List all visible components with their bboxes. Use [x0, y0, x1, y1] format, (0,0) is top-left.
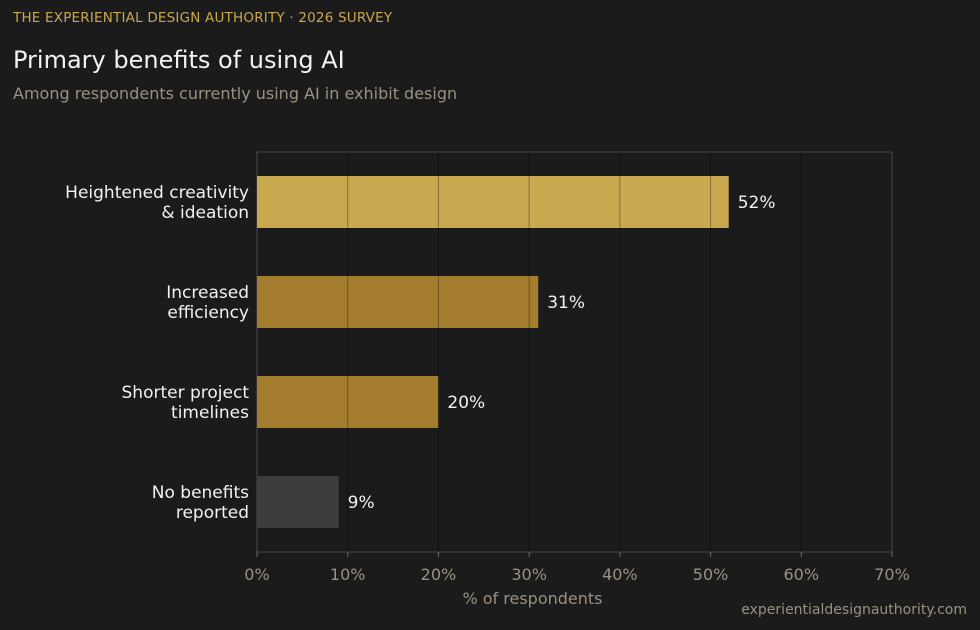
bar-0: [257, 176, 729, 228]
survey-kicker: THE EXPERIENTIAL DESIGN AUTHORITY · 2026…: [13, 10, 393, 26]
category-label-1: Increased efficiency: [166, 283, 249, 323]
x-tick-label-5: 50%: [693, 565, 729, 584]
bar-2: [257, 376, 439, 428]
x-tick-label-7: 70%: [874, 565, 910, 584]
bar-1: [257, 276, 539, 328]
category-label-2: Shorter project timelines: [122, 383, 250, 423]
x-tick-label-1: 10%: [330, 565, 366, 584]
x-tick-label-3: 30%: [511, 565, 547, 584]
chart-subtitle: Among respondents currently using AI in …: [13, 84, 458, 103]
category-label-0: Heightened creativity & ideation: [65, 183, 249, 223]
value-label-1: 31%: [547, 293, 585, 313]
bar-3: [257, 476, 339, 528]
chart-title: Primary benefits of using AI: [13, 46, 345, 74]
plot-frame: [256, 151, 893, 553]
value-label-0: 52%: [738, 193, 776, 213]
category-label-3: No benefits reported: [152, 483, 249, 523]
x-tick-label-0: 0%: [244, 565, 269, 584]
x-tick-label-2: 20%: [421, 565, 457, 584]
source-credit: experientialdesignauthority.com: [741, 602, 967, 618]
x-tick-label-4: 40%: [602, 565, 638, 584]
x-tick-label-6: 60%: [784, 565, 820, 584]
x-axis-label: % of respondents: [462, 589, 602, 608]
value-label-2: 20%: [447, 393, 485, 413]
value-label-3: 9%: [348, 493, 375, 513]
